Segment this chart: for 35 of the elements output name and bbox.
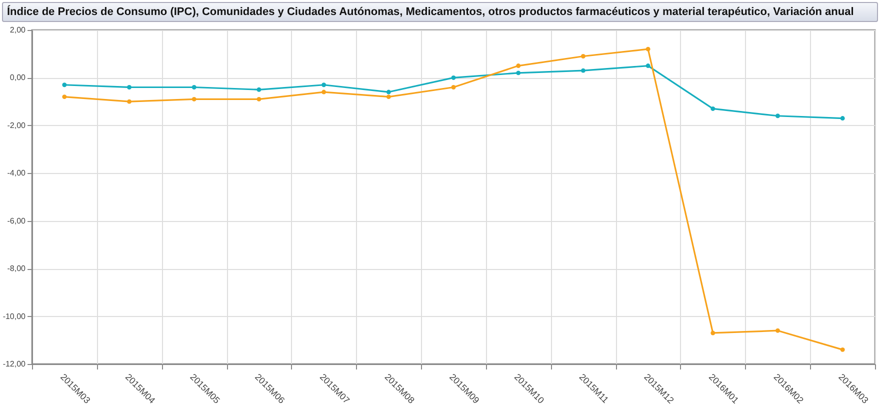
chart-title: Índice de Precios de Consumo (IPC), Comunidades y Ciudades Autónomas, Medicamentos, otros productos farmacéuticos y material terapéutico, Variación anual (2, 2, 878, 22)
point (451, 85, 456, 90)
point (516, 64, 521, 68)
point (192, 96, 196, 102)
point (580, 68, 586, 73)
point (62, 94, 67, 100)
point (451, 75, 456, 80)
y-tick-label: 0,00 (10, 73, 26, 82)
point (840, 116, 845, 121)
point (127, 85, 132, 90)
point (775, 328, 780, 333)
point (516, 70, 521, 76)
y-tick-label: -12,00 (2, 360, 26, 368)
y-tick-label: -4,00 (7, 168, 26, 178)
point (386, 94, 391, 100)
point (127, 99, 132, 104)
y-tick-label: -2,00 (7, 120, 26, 130)
point (646, 46, 650, 52)
y-tick-label: -8,00 (7, 264, 26, 274)
point (192, 85, 196, 90)
point (646, 64, 650, 68)
point (580, 54, 586, 58)
y-tick-label: -6,00 (7, 216, 26, 226)
point (840, 347, 845, 352)
y-tick-label: 2,00 (10, 26, 26, 34)
point (710, 330, 716, 336)
point (322, 82, 326, 88)
point (710, 106, 716, 111)
point (386, 90, 391, 94)
point (322, 90, 326, 94)
point (775, 114, 780, 118)
point (62, 82, 67, 88)
point (256, 87, 262, 92)
point (256, 96, 262, 102)
y-tick-label: -10,00 (2, 312, 26, 321)
